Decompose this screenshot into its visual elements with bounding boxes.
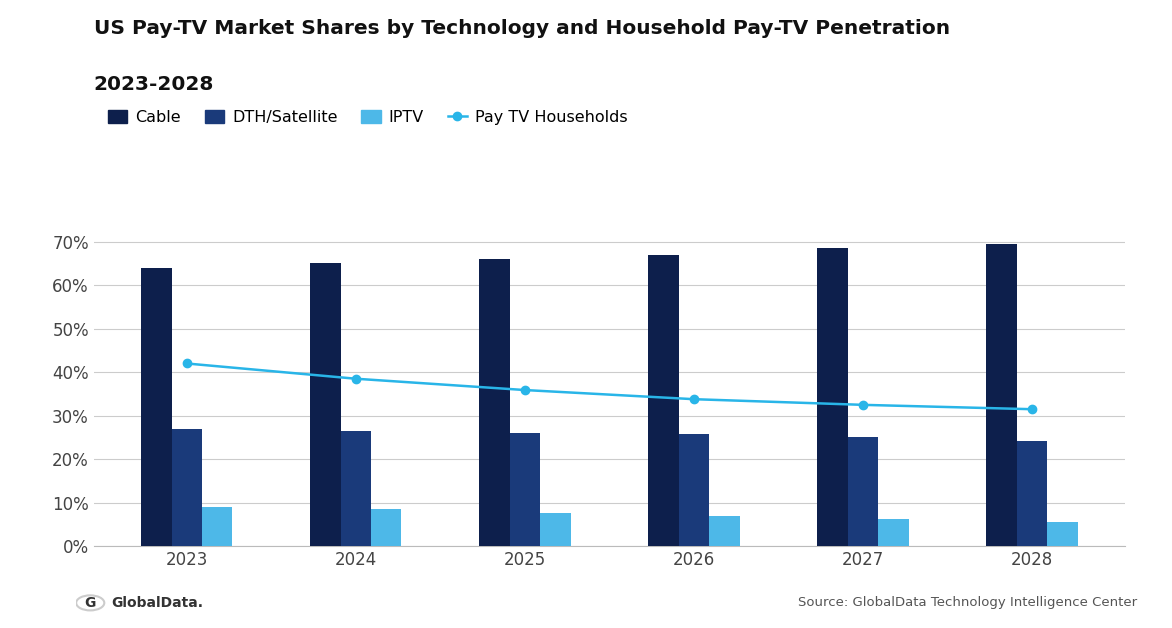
Text: G: G bbox=[84, 596, 96, 610]
Bar bbox=[171, 429, 202, 546]
Bar bbox=[878, 519, 908, 546]
Bar bbox=[1048, 521, 1078, 546]
Legend: Cable, DTH/Satellite, IPTV, Pay TV Households: Cable, DTH/Satellite, IPTV, Pay TV House… bbox=[102, 104, 634, 132]
Bar bbox=[141, 268, 171, 546]
Bar bbox=[987, 244, 1017, 546]
Text: 2023-2028: 2023-2028 bbox=[94, 75, 214, 94]
Bar bbox=[510, 433, 540, 546]
Text: GlobalData.: GlobalData. bbox=[111, 596, 203, 610]
Bar bbox=[341, 431, 372, 546]
Bar bbox=[817, 248, 847, 546]
Bar bbox=[479, 259, 510, 546]
Text: US Pay-TV Market Shares by Technology and Household Pay-TV Penetration: US Pay-TV Market Shares by Technology an… bbox=[94, 19, 949, 38]
Bar bbox=[372, 509, 402, 546]
Bar bbox=[648, 254, 679, 546]
Bar bbox=[1017, 441, 1048, 546]
Bar bbox=[540, 513, 571, 546]
Text: Source: GlobalData Technology Intelligence Center: Source: GlobalData Technology Intelligen… bbox=[798, 596, 1137, 609]
Bar bbox=[709, 516, 740, 546]
Bar bbox=[311, 263, 341, 546]
Bar bbox=[679, 434, 709, 546]
Bar bbox=[202, 507, 232, 546]
Bar bbox=[847, 437, 878, 546]
